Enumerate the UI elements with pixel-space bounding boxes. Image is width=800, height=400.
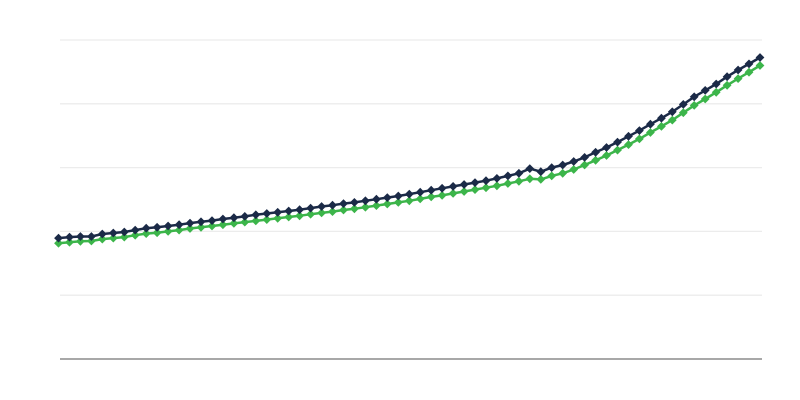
series-navy-line: [57, 56, 762, 240]
series-navy-markers: [54, 53, 765, 243]
series-green-markers: [54, 61, 765, 248]
series-green-line: [57, 64, 762, 245]
